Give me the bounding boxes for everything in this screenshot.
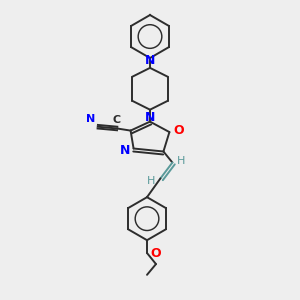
Text: N: N — [120, 143, 130, 157]
Text: H: H — [147, 176, 155, 186]
Text: N: N — [145, 54, 155, 67]
Text: N: N — [85, 114, 95, 124]
Text: O: O — [151, 247, 161, 260]
Text: O: O — [173, 124, 184, 137]
Text: H: H — [177, 156, 185, 166]
Text: C: C — [112, 115, 121, 124]
Text: N: N — [145, 111, 155, 124]
